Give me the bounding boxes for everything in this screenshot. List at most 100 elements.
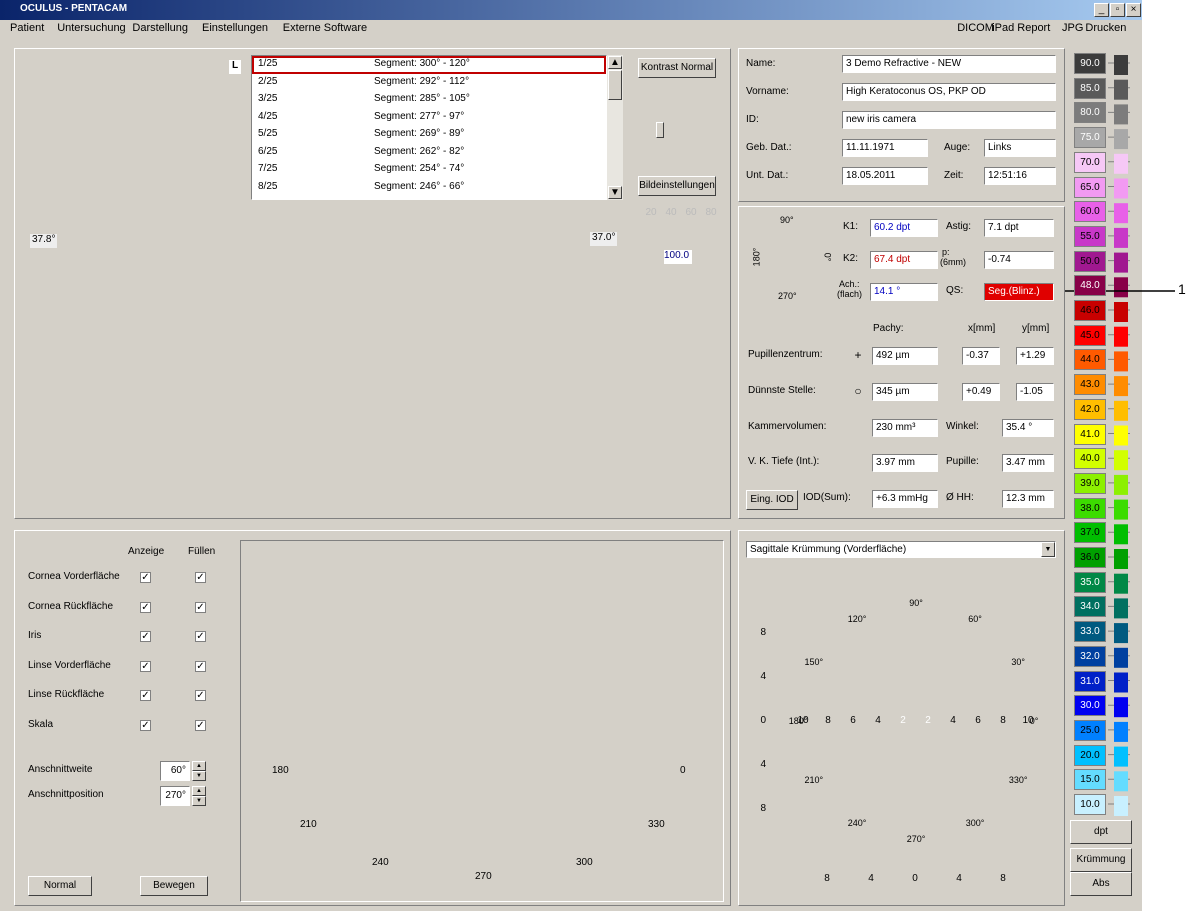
menu-item[interactable]: Einstellungen: [202, 22, 269, 34]
scale-entry: 25.0: [1074, 719, 1106, 741]
map-x-tick: 0: [912, 873, 918, 884]
cut-value[interactable]: 60°: [160, 761, 190, 781]
checkbox[interactable]: ✓: [140, 690, 151, 701]
patient-value[interactable]: 3 Demo Refractive - NEW: [842, 55, 1056, 73]
scale-reference[interactable]: Abs: [1070, 872, 1132, 896]
map-polar-label: 180°: [788, 716, 808, 726]
window-control[interactable]: _: [1094, 3, 1109, 17]
chamber-value[interactable]: 3.97 mm: [872, 454, 938, 472]
checkbox[interactable]: ✓: [195, 660, 206, 672]
chamber-value[interactable]: 35.4 °: [1002, 419, 1054, 437]
patient-value[interactable]: Links: [984, 139, 1056, 157]
patient-value[interactable]: 11.11.1971: [842, 139, 928, 157]
scroll-down[interactable]: ▼: [608, 186, 622, 199]
checkbox[interactable]: ✓: [195, 631, 206, 642]
checkbox[interactable]: ✓: [195, 572, 206, 583]
segment-index[interactable]: 5/25: [258, 128, 278, 139]
contrast-button[interactable]: Kontrast Normal: [638, 58, 716, 78]
spin-down[interactable]: ▼: [192, 796, 206, 806]
spin-down[interactable]: ▼: [192, 771, 206, 781]
segment-label[interactable]: Segment: 246° - 66°: [374, 180, 465, 192]
checkbox[interactable]: ✓: [140, 601, 151, 613]
scale-entry: 85.0: [1074, 77, 1106, 99]
pachy-y[interactable]: +1.29: [1016, 347, 1054, 365]
patient-value[interactable]: 18.05.2011: [842, 167, 928, 185]
segment-label[interactable]: Segment: 285° - 105°: [374, 93, 470, 104]
pachy-x[interactable]: +0.49: [962, 383, 1000, 401]
segment-index[interactable]: 2/25: [258, 75, 278, 87]
pachy-y[interactable]: -1.05: [1016, 383, 1054, 401]
scale-swatch: [1114, 277, 1128, 298]
kerato-value[interactable]: 7.1 dpt: [984, 219, 1054, 237]
segment-index[interactable]: 8/25: [258, 180, 278, 192]
window-control[interactable]: ▫: [1110, 3, 1125, 17]
patient-value[interactable]: High Keratoconus OS, PKP OD: [842, 83, 1056, 101]
map-polar-label: 120°: [847, 613, 867, 624]
segment-index[interactable]: 4/25: [258, 110, 278, 122]
kerato-value[interactable]: 60.2 dpt: [870, 219, 938, 237]
scale-mode[interactable]: Krümmung: [1070, 848, 1132, 872]
chamber-value[interactable]: 12.3 mm: [1002, 490, 1054, 508]
scale-swatch: [1114, 153, 1128, 174]
spin-up[interactable]: ▲: [192, 761, 206, 771]
segment-index[interactable]: 7/25: [258, 163, 278, 174]
checkbox[interactable]: ✓: [140, 572, 151, 583]
scroll-up[interactable]: ▲: [608, 56, 622, 69]
checkbox[interactable]: ✓: [195, 719, 206, 731]
menu-item[interactable]: Drucken: [1085, 22, 1127, 34]
patient-value[interactable]: 12:51:16: [984, 167, 1056, 185]
segment-index[interactable]: 1/25: [258, 58, 278, 69]
chamber-value[interactable]: +6.3 mmHg: [872, 490, 938, 508]
menu-item[interactable]: Untersuchung: [57, 22, 126, 34]
segment-label[interactable]: Segment: 277° - 97°: [374, 110, 465, 122]
kerato-value[interactable]: 14.1 °: [870, 283, 938, 301]
pachy-x[interactable]: -0.37: [962, 347, 1000, 365]
menu-item[interactable]: JPG: [1062, 22, 1084, 34]
scale-entry: 48.0: [1074, 275, 1106, 297]
scale-unit[interactable]: dpt: [1070, 820, 1132, 844]
chamber-value[interactable]: 230 mm³: [872, 419, 938, 437]
window-control[interactable]: ×: [1126, 3, 1141, 17]
checkbox[interactable]: ✓: [140, 631, 151, 642]
image-settings-button[interactable]: Bildeinstellungen: [638, 176, 716, 196]
model-frame: [240, 540, 724, 902]
segment-label[interactable]: Segment: 300° - 120°: [374, 58, 470, 69]
segment-index[interactable]: 6/25: [258, 145, 278, 157]
scale-entry: 30.0: [1074, 695, 1106, 717]
patient-value[interactable]: new iris camera: [842, 111, 1056, 129]
menu-item[interactable]: Patient: [10, 22, 45, 34]
checkbox[interactable]: ✓: [195, 601, 206, 613]
checkbox[interactable]: ✓: [140, 660, 151, 672]
checkbox[interactable]: ✓: [140, 719, 151, 731]
scroll-thumb[interactable]: [608, 70, 622, 100]
chamber-value[interactable]: 3.47 mm: [1002, 454, 1054, 472]
option-header: Füllen: [188, 546, 216, 557]
compass-label: 0°: [822, 252, 833, 262]
bottom-button[interactable]: Normal: [28, 876, 92, 896]
iop-button[interactable]: Eing. IOD: [746, 490, 798, 510]
kerato-value[interactable]: -0.74: [984, 251, 1054, 269]
segment-label[interactable]: Segment: 262° - 82°: [374, 145, 465, 157]
menu-item[interactable]: DICOM: [957, 22, 994, 34]
segment-label[interactable]: Segment: 254° - 74°: [374, 163, 465, 174]
segment-index[interactable]: 3/25: [258, 93, 278, 104]
segment-selected[interactable]: [252, 56, 606, 74]
kerato-value[interactable]: Seg.(Blinz.): [984, 283, 1054, 301]
menu-item[interactable]: Externe Software: [282, 22, 368, 34]
cut-label: Anschnittposition: [28, 789, 104, 800]
spin-up[interactable]: ▲: [192, 786, 206, 796]
segment-label[interactable]: Segment: 269° - 89°: [374, 128, 465, 139]
menu-item[interactable]: iPad Report: [992, 22, 1051, 34]
bottom-button[interactable]: Bewegen: [140, 876, 208, 896]
histogram-tick: 80: [705, 207, 717, 218]
pachy-value[interactable]: 492 µm: [872, 347, 938, 365]
checkbox[interactable]: ✓: [195, 690, 206, 701]
kerato-value[interactable]: 67.4 dpt: [870, 251, 938, 269]
cut-value[interactable]: 270°: [160, 786, 190, 806]
slider-thumb[interactable]: [656, 122, 664, 138]
menu-item[interactable]: Darstellung: [132, 22, 189, 34]
dropdown-arrow[interactable]: ▼: [1041, 542, 1055, 557]
segment-label[interactable]: Segment: 292° - 112°: [374, 75, 470, 87]
map-dropdown[interactable]: Sagittale Krümmung (Vorderfläche): [746, 541, 1056, 558]
pachy-value[interactable]: 345 µm: [872, 383, 938, 401]
